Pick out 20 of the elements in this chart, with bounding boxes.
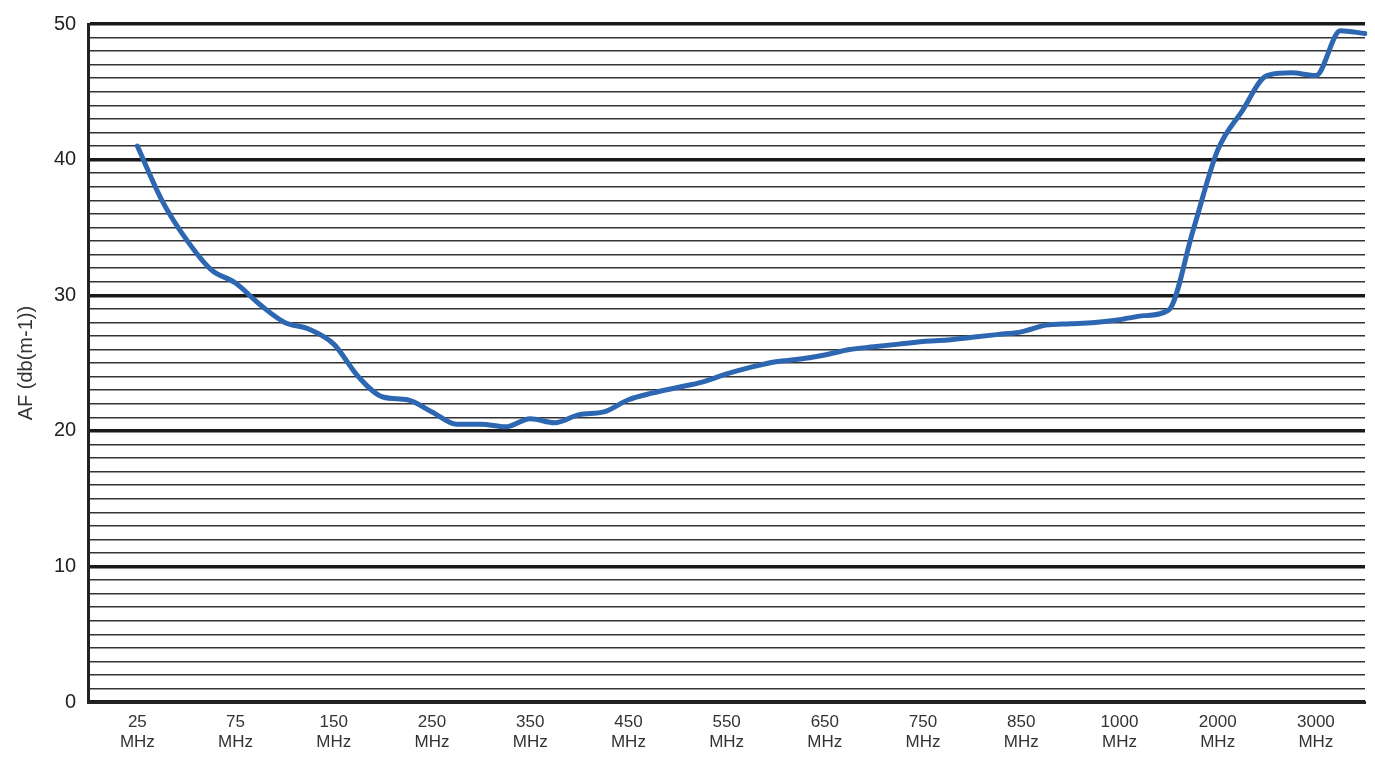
x-tick-label: 250 MHz [414,712,450,752]
x-tick-label: 650 MHz [807,712,843,752]
y-tick-label: 0 [65,689,77,712]
x-tick-label: 2000 MHz [1198,712,1237,752]
y-tick-label: 50 [54,11,77,34]
x-tick-label: 450 MHz [610,712,646,752]
x-tick-label: 75 MHz [218,712,254,752]
x-tick-label: 350 MHz [512,712,548,752]
x-tick-label: 850 MHz [1003,712,1039,752]
x-tick-label: 25 MHz [119,712,155,752]
x-tick-label: 150 MHz [316,712,352,752]
y-tick-label: 20 [54,418,77,441]
y-tick-label: 10 [54,554,77,577]
x-tick-label: 750 MHz [905,712,941,752]
y-tick-label: 30 [54,282,77,305]
x-tick-label: 1000 MHz [1100,712,1139,752]
y-axis-title: AF (db(m-1)) [13,305,36,421]
x-tick-label: 550 MHz [709,712,745,752]
y-tick-label: 40 [54,147,77,170]
x-tick-label: 3000 MHz [1296,712,1335,752]
